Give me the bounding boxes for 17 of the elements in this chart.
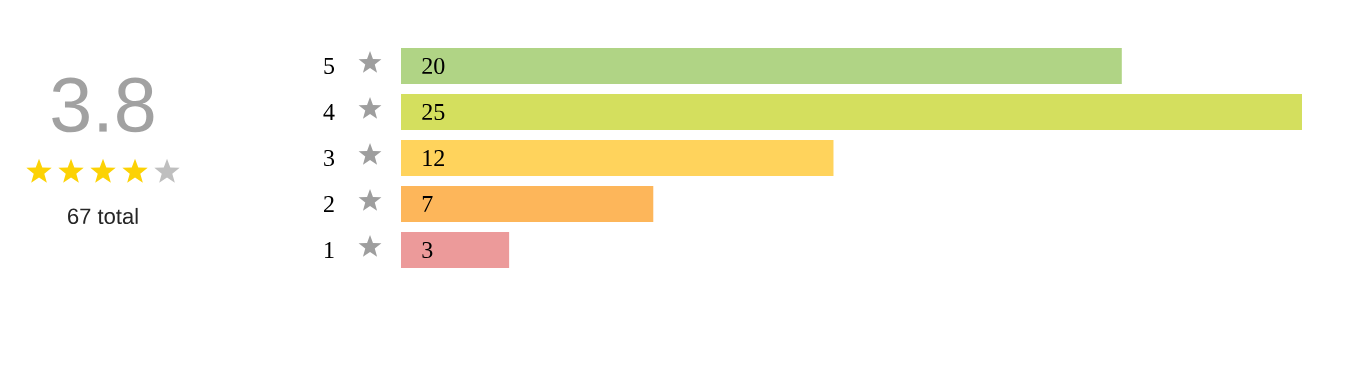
bar (401, 93, 1302, 130)
text: 67 total (68, 207, 138, 225)
data-label: 3 (422, 241, 433, 259)
bar (401, 231, 510, 268)
y-tick-label: 1 (325, 242, 334, 258)
y-tick-label: 5 (324, 58, 335, 74)
data-label: 12 (423, 150, 444, 166)
bar (401, 185, 654, 222)
y-tick-label: 4 (323, 104, 335, 120)
data-label: 20 (422, 57, 445, 75)
bar (401, 48, 1122, 84)
text: 3.8 (52, 77, 154, 133)
y-tick-label: 2 (324, 196, 334, 212)
y-tick-label: 3 (324, 149, 335, 167)
data-label: 7 (422, 196, 433, 212)
data-label: 25 (422, 103, 445, 121)
bar (401, 139, 834, 176)
